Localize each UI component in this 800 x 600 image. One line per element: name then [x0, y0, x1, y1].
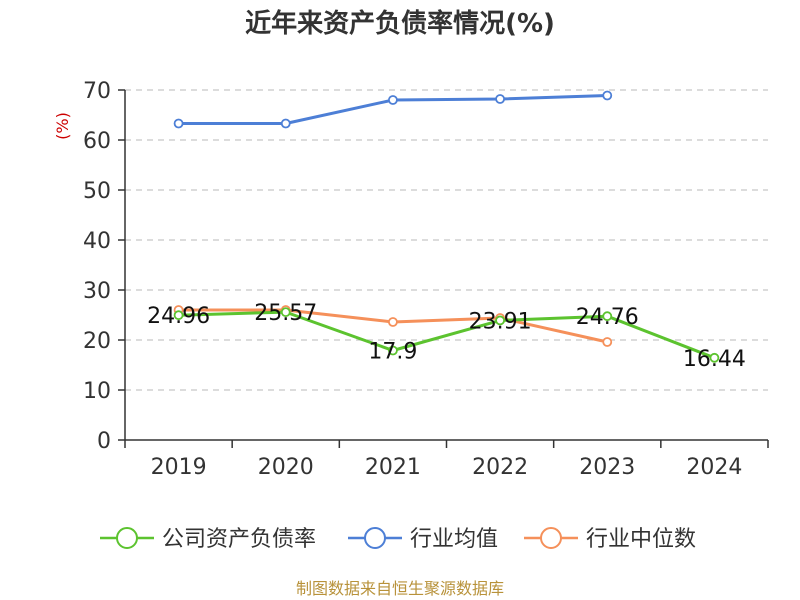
y-tick-label: 0	[97, 429, 111, 454]
x-tick-label: 2022	[472, 455, 528, 480]
series-0-point	[495, 315, 505, 326]
series-0-point	[388, 345, 398, 356]
x-tick-label: 2019	[151, 455, 207, 480]
legend-swatch-marker	[540, 527, 562, 549]
y-tick-label: 10	[83, 379, 111, 404]
gridlines	[125, 89, 768, 391]
series-1-point	[280, 118, 291, 129]
series-0-point	[280, 307, 291, 318]
axes: 0 10 20 30 40 50 60 70 2019 2020 2021 2022 2023 2024	[83, 79, 769, 480]
data-label: 17.9	[368, 340, 417, 365]
series-1-point	[388, 95, 398, 105]
series-2-point	[388, 317, 398, 327]
data-labels: 24.96 25.57 17.9 23.91 24.76 16.44	[147, 301, 746, 372]
y-tick-label: 30	[83, 279, 111, 304]
series-0-point	[709, 352, 720, 363]
data-label: 24.76	[576, 305, 639, 330]
x-tick-label: 2021	[365, 455, 421, 480]
x-tick-label: 2024	[686, 455, 742, 480]
y-tick-label: 70	[83, 79, 111, 104]
series-lines	[173, 90, 720, 363]
legend: 公司资产负债率 行业均值 行业中位数	[100, 527, 696, 552]
series-0-point	[173, 310, 184, 321]
legend-swatch-marker	[116, 527, 138, 549]
legend-label: 行业中位数	[586, 527, 696, 552]
data-label: 23.91	[469, 309, 532, 334]
source-note: 制图数据来自恒生聚源数据库	[296, 579, 504, 598]
y-axis-label: (%)	[53, 112, 72, 140]
x-tick-label: 2023	[579, 455, 635, 480]
legend-swatch-marker	[364, 527, 386, 549]
y-tick-label: 20	[83, 329, 111, 354]
series-0-point	[602, 311, 613, 322]
data-label: 16.44	[683, 347, 746, 372]
data-label: 24.96	[147, 304, 210, 329]
series-2-point	[602, 337, 613, 347]
x-tick-label: 2020	[258, 455, 314, 480]
data-label: 25.57	[254, 301, 317, 326]
legend-label: 公司资产负债率	[162, 527, 316, 552]
y-tick-label: 40	[83, 229, 111, 254]
y-tick-label: 60	[83, 129, 111, 154]
series-1-point	[602, 90, 613, 101]
series-0-line	[178, 310, 715, 360]
y-tick-label: 50	[83, 179, 111, 204]
series-1-point	[495, 94, 505, 104]
chart-title: 近年来资产负债率情况(%)	[245, 8, 555, 39]
series-1-point	[173, 118, 184, 129]
legend-label: 行业均值	[410, 527, 498, 552]
